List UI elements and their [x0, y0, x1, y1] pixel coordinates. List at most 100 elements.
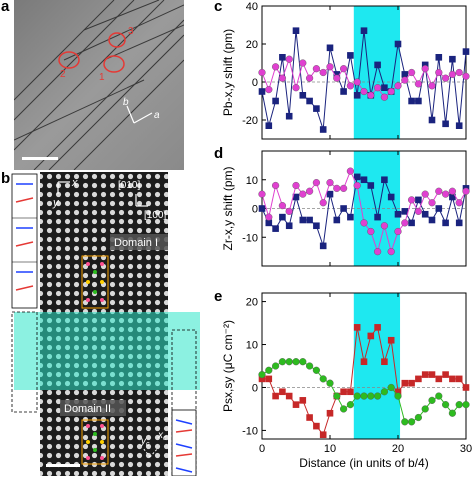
data-point-square [428, 371, 436, 378]
data-point-square [462, 384, 470, 391]
data-point-circle [421, 65, 429, 73]
chart-c: -20 0 20 40 Pb-x,y shift (pm) [221, 1, 470, 140]
data-point-circle [394, 227, 402, 236]
data-point-square [347, 52, 354, 59]
data-point-square [340, 88, 347, 95]
data-point-circle [306, 187, 314, 195]
y-tick-label: -10 [242, 232, 258, 244]
data-point-square [285, 112, 293, 120]
scale-bar-b [46, 464, 80, 467]
data-point-circle [312, 179, 321, 187]
data-point-circle [346, 82, 355, 90]
direction-100: [100] [144, 210, 166, 221]
data-point-square [442, 371, 449, 378]
y-tick-label: -10 [242, 425, 258, 437]
data-point-circle [401, 418, 409, 426]
domain-i-label: Domain I [114, 237, 158, 249]
data-point-circle [421, 190, 429, 198]
axis-label-x: x [71, 177, 78, 189]
data-point-square [442, 219, 449, 227]
data-point-circle [367, 91, 375, 99]
data-point-circle [380, 93, 389, 101]
data-point-square [353, 324, 361, 331]
data-point-circle [374, 84, 382, 92]
data-point-circle [435, 187, 443, 195]
data-point-square [265, 375, 273, 383]
data-point-square [374, 61, 381, 69]
data-point-circle [462, 187, 470, 195]
data-point-square [415, 97, 422, 105]
data-point-circle [414, 80, 423, 88]
data-point-circle [258, 370, 266, 379]
data-point-square [265, 219, 273, 227]
data-point-square [326, 190, 334, 198]
data-point-circle [265, 366, 273, 374]
data-point-circle [394, 392, 402, 400]
data-point-circle [442, 190, 450, 198]
data-point-square [449, 55, 456, 63]
data-point-square [408, 97, 415, 105]
data-point-circle [448, 187, 457, 195]
data-point-square [279, 388, 286, 396]
data-point-square [455, 219, 463, 227]
data-point-circle [278, 74, 287, 82]
data-point-square [353, 173, 361, 181]
data-point-square [374, 324, 381, 331]
data-point-circle [380, 388, 389, 396]
data-point-square [381, 358, 388, 366]
data-point-circle [292, 181, 300, 190]
data-point-circle [401, 76, 409, 84]
x-axis-label: Distance (in units of b/4) [299, 456, 428, 470]
y-axis-label: Zr-x,y shift (pm) [221, 167, 235, 251]
data-point-circle [285, 207, 293, 215]
data-point-square [340, 205, 347, 212]
data-point-circle [306, 74, 314, 82]
marker-label-1: 1 [99, 72, 105, 83]
y-tick-label: 20 [246, 39, 258, 51]
data-point-circle [319, 68, 327, 77]
data-point-square [319, 242, 327, 250]
data-point-circle [278, 202, 287, 210]
data-point-circle [455, 68, 463, 77]
data-point-square [394, 210, 402, 218]
data-point-square [435, 375, 443, 383]
data-point-circle [455, 199, 463, 207]
data-point-circle [265, 213, 273, 221]
data-point-square [360, 27, 368, 34]
marker-label-3: 3 [128, 26, 134, 37]
data-point-circle [272, 181, 280, 190]
data-point-circle [312, 366, 321, 374]
data-point-square [258, 88, 266, 95]
data-point-square [285, 222, 293, 230]
data-point-square [313, 222, 320, 230]
data-point-square [319, 431, 327, 439]
data-point-circle [414, 207, 423, 215]
data-point-circle [360, 392, 368, 400]
data-point-circle [346, 167, 355, 175]
data-point-square [279, 213, 286, 221]
data-point-circle [435, 68, 443, 77]
data-point-circle [285, 358, 293, 366]
data-point-circle [428, 199, 436, 207]
panel-letter-a: a [1, 0, 10, 15]
y-tick-label: 0 [252, 204, 258, 216]
data-point-circle [367, 227, 375, 236]
data-point-circle [285, 55, 293, 63]
data-point-square [279, 54, 286, 61]
data-point-circle [442, 401, 450, 409]
y-tick-label: 0 [252, 382, 258, 394]
data-point-square [387, 193, 395, 201]
data-point-square [387, 336, 395, 344]
axis-label-yc-sub: c [146, 441, 150, 448]
direction-010: [010] [118, 180, 140, 191]
data-point-circle [448, 409, 457, 417]
data-point-square [435, 205, 443, 212]
data-point-circle [278, 358, 287, 366]
data-point-circle [421, 405, 429, 413]
panel-letter-b: b [1, 170, 11, 187]
data-point-circle [299, 358, 307, 366]
data-point-square [319, 126, 327, 133]
data-point-square [285, 392, 293, 400]
data-point-circle [299, 59, 307, 67]
